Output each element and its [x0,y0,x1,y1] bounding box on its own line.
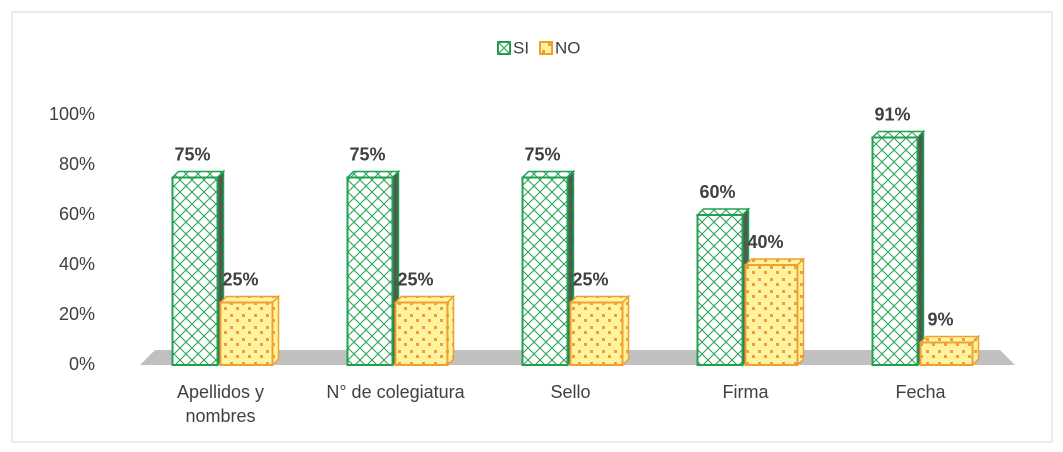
y-tick-label: 60% [59,204,95,224]
frame [11,11,1053,443]
bar [346,176,394,366]
data-label: 75% [174,144,210,164]
data-label: 91% [874,104,910,124]
bar [919,341,974,366]
y-tick-label: 80% [59,154,95,174]
x-tick-label: Sello [550,382,591,402]
bar [394,301,449,366]
bar [521,176,569,366]
bar [871,136,919,366]
bar [744,264,799,366]
bar [696,214,744,366]
x-tick-label: Fecha [895,382,946,402]
data-label: 60% [699,182,735,202]
data-label: 75% [524,144,560,164]
legend-label: SI [513,38,529,57]
x-tick-label: N° de colegiatura [326,382,465,402]
y-tick-label: 0% [69,354,95,374]
data-label: 9% [927,309,953,329]
legend-swatch [539,41,553,55]
y-tick-label: 20% [59,304,95,324]
data-label: 40% [747,232,783,252]
data-label: 25% [572,269,608,289]
data-label: 75% [349,144,385,164]
x-tick-label: Apellidos y nombres [176,382,265,426]
data-label: 25% [397,269,433,289]
y-tick-label: 40% [59,254,95,274]
y-tick-label: 100% [49,104,95,124]
legend-label: NO [555,38,581,57]
bar [219,301,274,366]
data-label: 25% [222,269,258,289]
legend-swatch [497,41,511,55]
bar [569,301,624,366]
x-tick-label: Firma [722,382,769,402]
bar [171,176,219,366]
